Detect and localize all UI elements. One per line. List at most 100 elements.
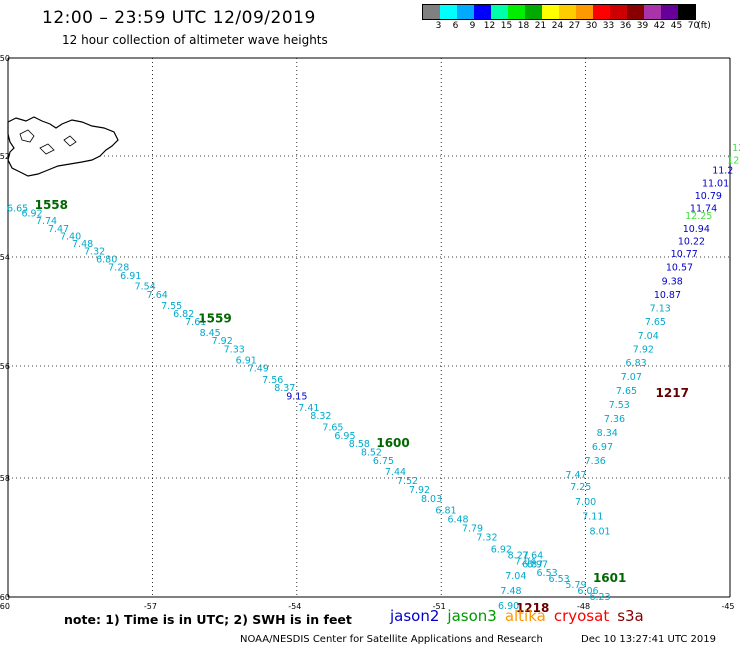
color-swatch <box>542 5 559 19</box>
falkland-islands-landmass <box>7 116 119 177</box>
generation-timestamp: Dec 10 13:27:41 UTC 2019 <box>581 634 716 645</box>
color-swatch <box>440 5 457 19</box>
wave-height-value: 6.97 <box>592 442 613 453</box>
wave-height-value: 7.92 <box>212 336 233 347</box>
legend-satellite-jason3: jason3 <box>447 607 497 625</box>
wave-height-value: 7.04 <box>505 571 526 582</box>
wave-height-value: 8.58 <box>349 439 370 450</box>
color-scale-label: 12 <box>483 21 496 31</box>
color-swatch <box>576 5 593 19</box>
wave-height-value: 7.53 <box>609 400 630 411</box>
color-swatch <box>457 5 474 19</box>
wave-height-value: 12.25 <box>685 211 712 222</box>
pass-time-label: 1558 <box>35 198 68 212</box>
wave-height-value: 6.92 <box>491 544 512 555</box>
wave-height-value: 6.97 <box>527 559 548 570</box>
map-subtitle: 12 hour collection of altimeter wave hei… <box>62 33 328 47</box>
wave-height-value: 7.33 <box>224 344 245 355</box>
color-swatch <box>678 5 695 19</box>
pass-time-label: 1600 <box>376 436 409 450</box>
wave-height-value: 7.54 <box>135 282 156 293</box>
wave-height-value: 8.52 <box>361 448 382 459</box>
wave-height-value: 7.65 <box>616 386 637 397</box>
color-scale-label: 3 <box>435 21 442 31</box>
color-scale-label: 30 <box>585 21 598 31</box>
wave-height-value: 7.47 <box>565 470 586 481</box>
color-scale-label: 27 <box>568 21 581 31</box>
footnote: note: 1) Time is in UTC; 2) SWH is in fe… <box>64 612 352 627</box>
wave-height-value: 7.65 <box>645 317 666 328</box>
color-scale-label: 18 <box>517 21 530 31</box>
wave-height-value: 6.65 <box>7 204 28 215</box>
color-scale-label: 70 <box>687 21 700 31</box>
wave-height-value: 6.48 <box>447 515 468 526</box>
wave-height-value: 7.25 <box>570 482 591 493</box>
wave-height-value: 10.77 <box>671 249 698 260</box>
wave-height-readings: 6.656.927.747.477.407.487.326.807.286.91… <box>7 143 740 612</box>
longitude-label: -54 <box>288 602 301 611</box>
wave-height-value: 7.07 <box>621 372 642 383</box>
pass-time-labels: 1558 1559 1600 1601 1217 1218 <box>35 198 689 615</box>
wave-height-value: 8.01 <box>589 527 610 538</box>
color-scale-label: 33 <box>602 21 615 31</box>
wave-height-value: 12. <box>727 156 740 167</box>
color-swatch <box>610 5 627 19</box>
wave-height-value: 6.91 <box>236 355 257 366</box>
wave-height-value: 10.94 <box>683 224 710 235</box>
longitude-label: -48 <box>577 602 590 611</box>
color-swatch <box>627 5 644 19</box>
wave-height-value: 6.90 <box>498 601 519 612</box>
wave-height-value: 6.53 <box>537 568 558 579</box>
pass-time-label: 1218 <box>516 601 549 615</box>
longitude-label: -45 <box>721 602 734 611</box>
color-scale-labels: 3 6 9 12 15 18 21 24 27 30 33 36 39 42 45 70 (ft) <box>422 21 740 33</box>
wave-height-value: 7.92 <box>633 344 654 355</box>
wave-height-value: 6.87 <box>522 559 543 570</box>
wave-height-value: 7.00 <box>575 497 596 508</box>
wave-height-value: 6.95 <box>334 431 355 442</box>
wave-height-value: 7.32 <box>84 246 105 257</box>
wave-height-value: 7.04 <box>638 331 659 342</box>
longitude-label: -51 <box>433 602 446 611</box>
legend-satellite-jason2: jason2 <box>390 607 440 625</box>
wave-height-value: 7.36 <box>585 456 606 467</box>
color-scale-label: 9 <box>469 21 476 31</box>
color-scale-bar <box>422 4 696 20</box>
color-swatch <box>559 5 576 19</box>
wave-height-value: 7.64 <box>522 550 543 561</box>
wave-height-value: 7.11 <box>582 512 603 523</box>
legend-satellite-cryosat: cryosat <box>553 607 610 625</box>
wave-height-value: 7.36 <box>604 414 625 425</box>
wave-height-value: 10.22 <box>678 236 705 247</box>
wave-height-value: 10.57 <box>666 263 693 274</box>
wave-height-value: 10.87 <box>654 290 681 301</box>
latitude-label: -50 <box>0 54 10 63</box>
map-grid: -57 -54 -51 -48 -45 -50 -52 -54 -56 -58 -60-60 <box>0 54 735 611</box>
color-swatch <box>525 5 542 19</box>
color-scale-label: 24 <box>551 21 564 31</box>
wave-height-value: 7.47 <box>48 224 69 235</box>
wave-height-value: 7.64 <box>147 290 168 301</box>
wave-height-value: 6.81 <box>435 506 456 517</box>
corner-longitude-label: -60 <box>0 602 10 611</box>
wave-height-value: 6.06 <box>577 586 598 597</box>
wave-height-value: 8.34 <box>597 428 618 439</box>
latitude-label: -54 <box>0 253 10 262</box>
wave-height-value: 7.49 <box>248 364 269 375</box>
color-scale-unit: (ft) <box>697 21 711 31</box>
wave-height-value: 7.41 <box>298 403 319 414</box>
wave-height-value: 7.92 <box>409 485 430 496</box>
color-scale-label: 15 <box>500 21 513 31</box>
wave-height-value: 7.61 <box>185 317 206 328</box>
wave-height-value: 7.79 <box>462 524 483 535</box>
legend-satellite-altika: altika <box>504 607 546 625</box>
color-scale-label: 36 <box>619 21 632 31</box>
color-scale-label: 39 <box>636 21 649 31</box>
wave-height-value: 6.53 <box>549 574 570 585</box>
wave-height-value: 10.79 <box>695 191 722 202</box>
wave-height-value: 8.03 <box>421 494 442 505</box>
wave-height-value: 7.65 <box>322 422 343 433</box>
color-swatch <box>661 5 678 19</box>
wave-height-value: 6.92 <box>21 209 42 220</box>
